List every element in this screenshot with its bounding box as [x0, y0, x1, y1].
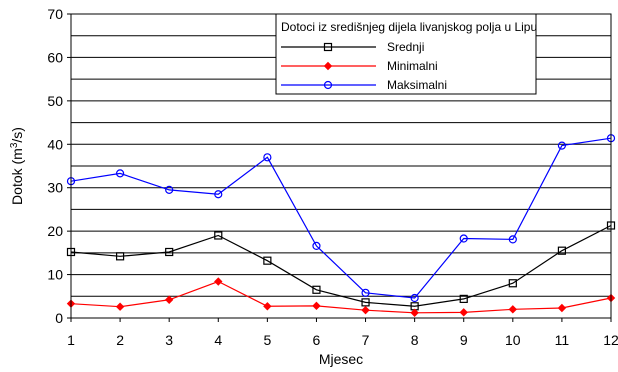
data-point-srednji [557, 246, 567, 255]
legend-box [275, 13, 537, 95]
legend-label: Srednji [387, 40, 424, 54]
data-point-maksimalni [557, 141, 567, 150]
x-tick-label: 3 [165, 332, 173, 348]
series-line-minimalni [70, 280, 612, 314]
legend-swatch-marker [323, 42, 333, 52]
x-tick-label: 5 [263, 332, 271, 348]
legend: Dotoci iz središnjeg dijela livanjskog p… [275, 13, 537, 95]
data-point-maksimalni [312, 241, 321, 251]
y-axis-title-main: Dotok (m [9, 148, 25, 205]
series-layer [66, 134, 616, 317]
y-tick-label: 40 [47, 136, 63, 152]
legend-item-maksimalni: Maksimalni [281, 78, 447, 92]
data-point-srednji [165, 247, 174, 257]
data-point-minimalni [312, 301, 321, 311]
legend-swatch-marker [323, 80, 333, 90]
data-point-maksimalni [214, 190, 223, 199]
x-axis-title: Mjesec [319, 351, 363, 367]
legend-items: Srednji Minimalni Maksimalni [281, 40, 447, 92]
legend-item-minimalni: Minimalni [281, 59, 438, 73]
x-tick-label: 7 [362, 332, 370, 348]
data-point-srednji [263, 256, 272, 265]
y-axis-title: Dotok (m3/s) [9, 127, 25, 205]
y-axis: 0 10 20 30 40 50 60 70 [47, 6, 71, 326]
series-maksimalni [66, 134, 616, 303]
data-point-minimalni [459, 308, 468, 317]
legend-label: Minimalni [387, 59, 438, 73]
series-minimalni [66, 277, 616, 317]
x-tick-label: 11 [555, 332, 570, 348]
data-point-maksimalni [263, 153, 272, 162]
data-point-maksimalni [165, 185, 174, 194]
y-axis-title-tail: /s) [9, 127, 25, 143]
x-tick-label: 10 [505, 332, 521, 348]
y-tick-label: 20 [47, 223, 63, 239]
legend-swatch-marker [323, 61, 333, 71]
data-point-srednji [115, 252, 125, 261]
data-point-srednji [361, 298, 370, 307]
legend-item-srednji: Srednji [281, 40, 424, 54]
data-point-maksimalni [508, 235, 517, 244]
data-point-minimalni [508, 305, 518, 314]
series-line-maksimalni [70, 137, 612, 299]
x-tick-label: 8 [411, 332, 419, 348]
x-tick-label: 9 [460, 332, 468, 348]
legend-title: Dotoci iz središnjeg dijela livanjskog p… [281, 20, 537, 34]
y-axis-title-superscript: 3 [9, 142, 20, 148]
x-tick-label: 12 [603, 332, 618, 348]
x-tick-label: 2 [116, 332, 124, 348]
series-srednji [66, 221, 616, 311]
data-point-minimalni [115, 302, 125, 311]
y-tick-label: 50 [47, 93, 63, 109]
y-tick-label: 60 [47, 49, 63, 65]
x-tick-label: 6 [313, 332, 321, 348]
y-tick-label: 10 [47, 267, 63, 283]
data-point-minimalni [214, 277, 223, 286]
y-tick-label: 70 [47, 6, 63, 22]
data-point-maksimalni [361, 288, 370, 297]
legend-label: Maksimalni [387, 78, 447, 92]
data-point-maksimalni [115, 169, 125, 178]
data-point-srednji [312, 285, 321, 294]
data-point-srednji [459, 294, 468, 303]
x-tick-label: 4 [214, 332, 222, 348]
y-tick-label: 30 [47, 180, 63, 196]
y-tick-label: 0 [55, 310, 63, 326]
x-axis: 1 2 3 4 5 6 7 8 9 10 11 12 [67, 318, 618, 348]
data-point-minimalni [164, 295, 174, 304]
data-point-srednji [508, 279, 517, 288]
series-line-srednji [70, 224, 612, 307]
data-point-minimalni [410, 308, 419, 317]
data-point-srednji [214, 231, 223, 240]
data-point-maksimalni [410, 293, 419, 303]
data-point-minimalni [557, 303, 567, 313]
data-point-minimalni [361, 305, 370, 315]
data-point-minimalni [263, 302, 272, 311]
x-tick-label: 1 [67, 332, 75, 348]
data-point-maksimalni [459, 234, 468, 243]
